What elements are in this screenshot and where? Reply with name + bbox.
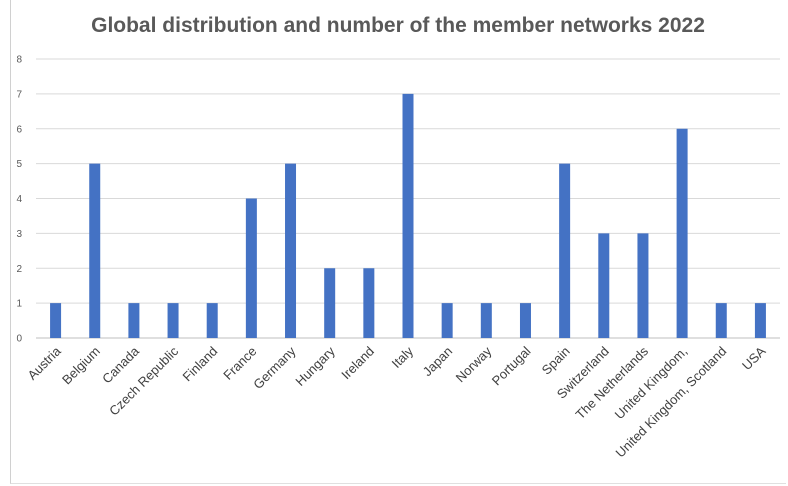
bar-austria <box>50 303 61 338</box>
x-tick-label: Czech Republic <box>106 343 181 418</box>
bar-france <box>246 199 257 339</box>
bar-italy <box>403 94 414 338</box>
bar-norway <box>481 303 492 338</box>
y-tick-label: 2 <box>16 264 22 275</box>
y-tick-label: 7 <box>16 89 22 100</box>
y-tick-label: 1 <box>16 299 22 310</box>
y-tick-label: 4 <box>16 194 22 205</box>
x-tick-label: Ireland <box>338 344 377 383</box>
bar-czech-republic <box>168 303 179 338</box>
y-tick-label: 5 <box>16 159 22 170</box>
bars <box>50 94 766 338</box>
bar-switzerland <box>598 233 609 338</box>
x-tick-label: Italy <box>389 343 417 371</box>
bar-spain <box>559 164 570 338</box>
x-tick-label: Germany <box>250 343 299 392</box>
bar-belgium <box>89 164 100 338</box>
bar-germany <box>285 164 296 338</box>
y-tick-label: 8 <box>16 55 22 66</box>
bar-united-kingdom <box>677 129 688 338</box>
bar-portugal <box>520 303 531 338</box>
y-tick-label: 3 <box>16 229 22 240</box>
x-tick-label: Portugal <box>489 343 534 388</box>
bar-finland <box>207 303 218 338</box>
bar-canada <box>128 303 139 338</box>
x-tick-label: Spain <box>539 344 573 378</box>
y-tick-label: 6 <box>16 124 22 135</box>
y-axis-ticks: 0 1 2 3 4 5 6 7 8 <box>16 55 22 345</box>
x-tick-label: Hungary <box>292 343 338 389</box>
bar-united-kingdom-scotland <box>716 303 727 338</box>
x-tick-label: USA <box>739 343 769 373</box>
x-tick-label: Finland <box>180 344 221 385</box>
y-tick-label: 0 <box>16 334 22 345</box>
bar-usa <box>755 303 766 338</box>
x-tick-label: Norway <box>453 343 495 385</box>
x-tick-label: Japan <box>420 344 456 380</box>
bar-the-netherlands <box>637 233 648 338</box>
x-tick-label: Belgium <box>59 344 103 388</box>
bar-japan <box>442 303 453 338</box>
bar-hungary <box>324 268 335 338</box>
bar-ireland <box>363 268 374 338</box>
